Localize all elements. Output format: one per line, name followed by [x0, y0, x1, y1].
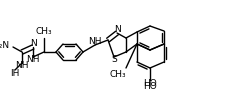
Text: HO: HO [143, 79, 157, 89]
Text: H₂N: H₂N [0, 41, 9, 50]
Text: NH: NH [88, 38, 102, 46]
Text: HO: HO [143, 82, 157, 91]
Text: NH: NH [26, 55, 40, 65]
Text: CH₃: CH₃ [109, 70, 126, 79]
Text: IH: IH [10, 70, 20, 79]
Text: S: S [111, 55, 117, 65]
Text: N: N [30, 39, 36, 48]
Text: N: N [114, 26, 120, 34]
Text: NH: NH [15, 60, 29, 70]
Text: CH₃: CH₃ [36, 27, 52, 36]
